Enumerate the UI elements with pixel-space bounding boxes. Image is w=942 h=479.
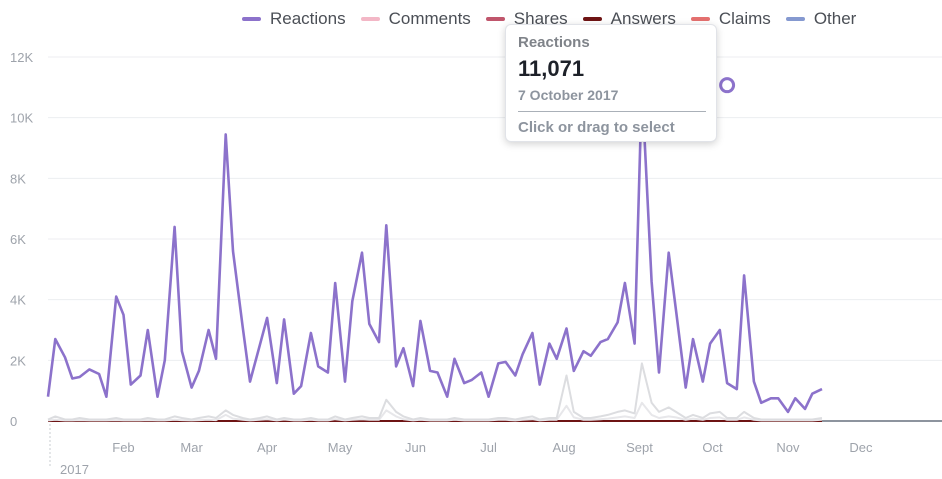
tooltip-value: 11,071 xyxy=(518,56,585,81)
legend-swatch xyxy=(242,17,261,21)
y-tick-label: 2K xyxy=(10,353,26,368)
x-tick-label: Nov xyxy=(776,440,800,455)
chart-legend: Reactions Comments Shares Answers Claims Othe… xyxy=(242,9,871,29)
legend-swatch xyxy=(360,17,380,21)
chart-tooltip: Reactions 11,071 7 October 2017 Click or… xyxy=(505,24,717,142)
y-tick-label: 8K xyxy=(10,171,26,186)
x-tick-label: May xyxy=(328,440,353,455)
tooltip-series-name: Reactions xyxy=(518,34,590,51)
legend-swatch xyxy=(485,17,505,21)
y-tick-label: 4K xyxy=(10,293,26,308)
tooltip-date: 7 October 2017 xyxy=(518,87,619,103)
legend-swatch xyxy=(785,17,805,21)
series-line-reactions xyxy=(46,83,823,414)
x-tick-label: Oct xyxy=(702,440,723,455)
highlighted-point xyxy=(719,77,736,94)
y-tick-label: 10K xyxy=(10,111,33,126)
legend-item-other[interactable]: Other xyxy=(785,9,857,29)
x-tick-label: Sept xyxy=(626,440,653,455)
x-tick-label: Aug xyxy=(552,440,575,455)
tooltip-action-hint: Click or drag to select xyxy=(518,119,675,136)
legend-item-shares[interactable]: Shares xyxy=(485,9,568,29)
y-tick-label: 6K xyxy=(10,232,26,247)
x-tick-label: Apr xyxy=(257,440,278,455)
x-tick-label: Jul xyxy=(480,440,497,455)
tooltip-divider xyxy=(518,111,706,112)
legend-swatch xyxy=(690,17,710,21)
y-tick-label: 12K xyxy=(10,50,33,65)
series-line-shares xyxy=(47,401,823,422)
legend-label: Answers xyxy=(610,9,676,28)
legend-label: Shares xyxy=(513,9,568,28)
series-line-comments xyxy=(47,362,823,421)
legend-swatch xyxy=(582,17,602,21)
legend-item-claims[interactable]: Claims xyxy=(690,9,771,29)
legend-item-answers[interactable]: Answers xyxy=(582,9,676,29)
legend-item-reactions[interactable]: Reactions xyxy=(242,9,346,29)
x-tick-label: Feb xyxy=(112,440,134,455)
legend-label: Other xyxy=(813,9,857,28)
legend-label: Claims xyxy=(718,9,771,28)
x-tick-label: Mar xyxy=(180,440,203,455)
legend-label: Reactions xyxy=(270,9,346,28)
legend-label: Comments xyxy=(388,9,471,28)
year-label: 2017 xyxy=(60,462,89,477)
y-tick-label: 0 xyxy=(10,414,17,429)
legend-item-comments[interactable]: Comments xyxy=(360,9,471,29)
x-tick-label: Jun xyxy=(405,440,426,455)
x-tick-label: Dec xyxy=(849,440,873,455)
